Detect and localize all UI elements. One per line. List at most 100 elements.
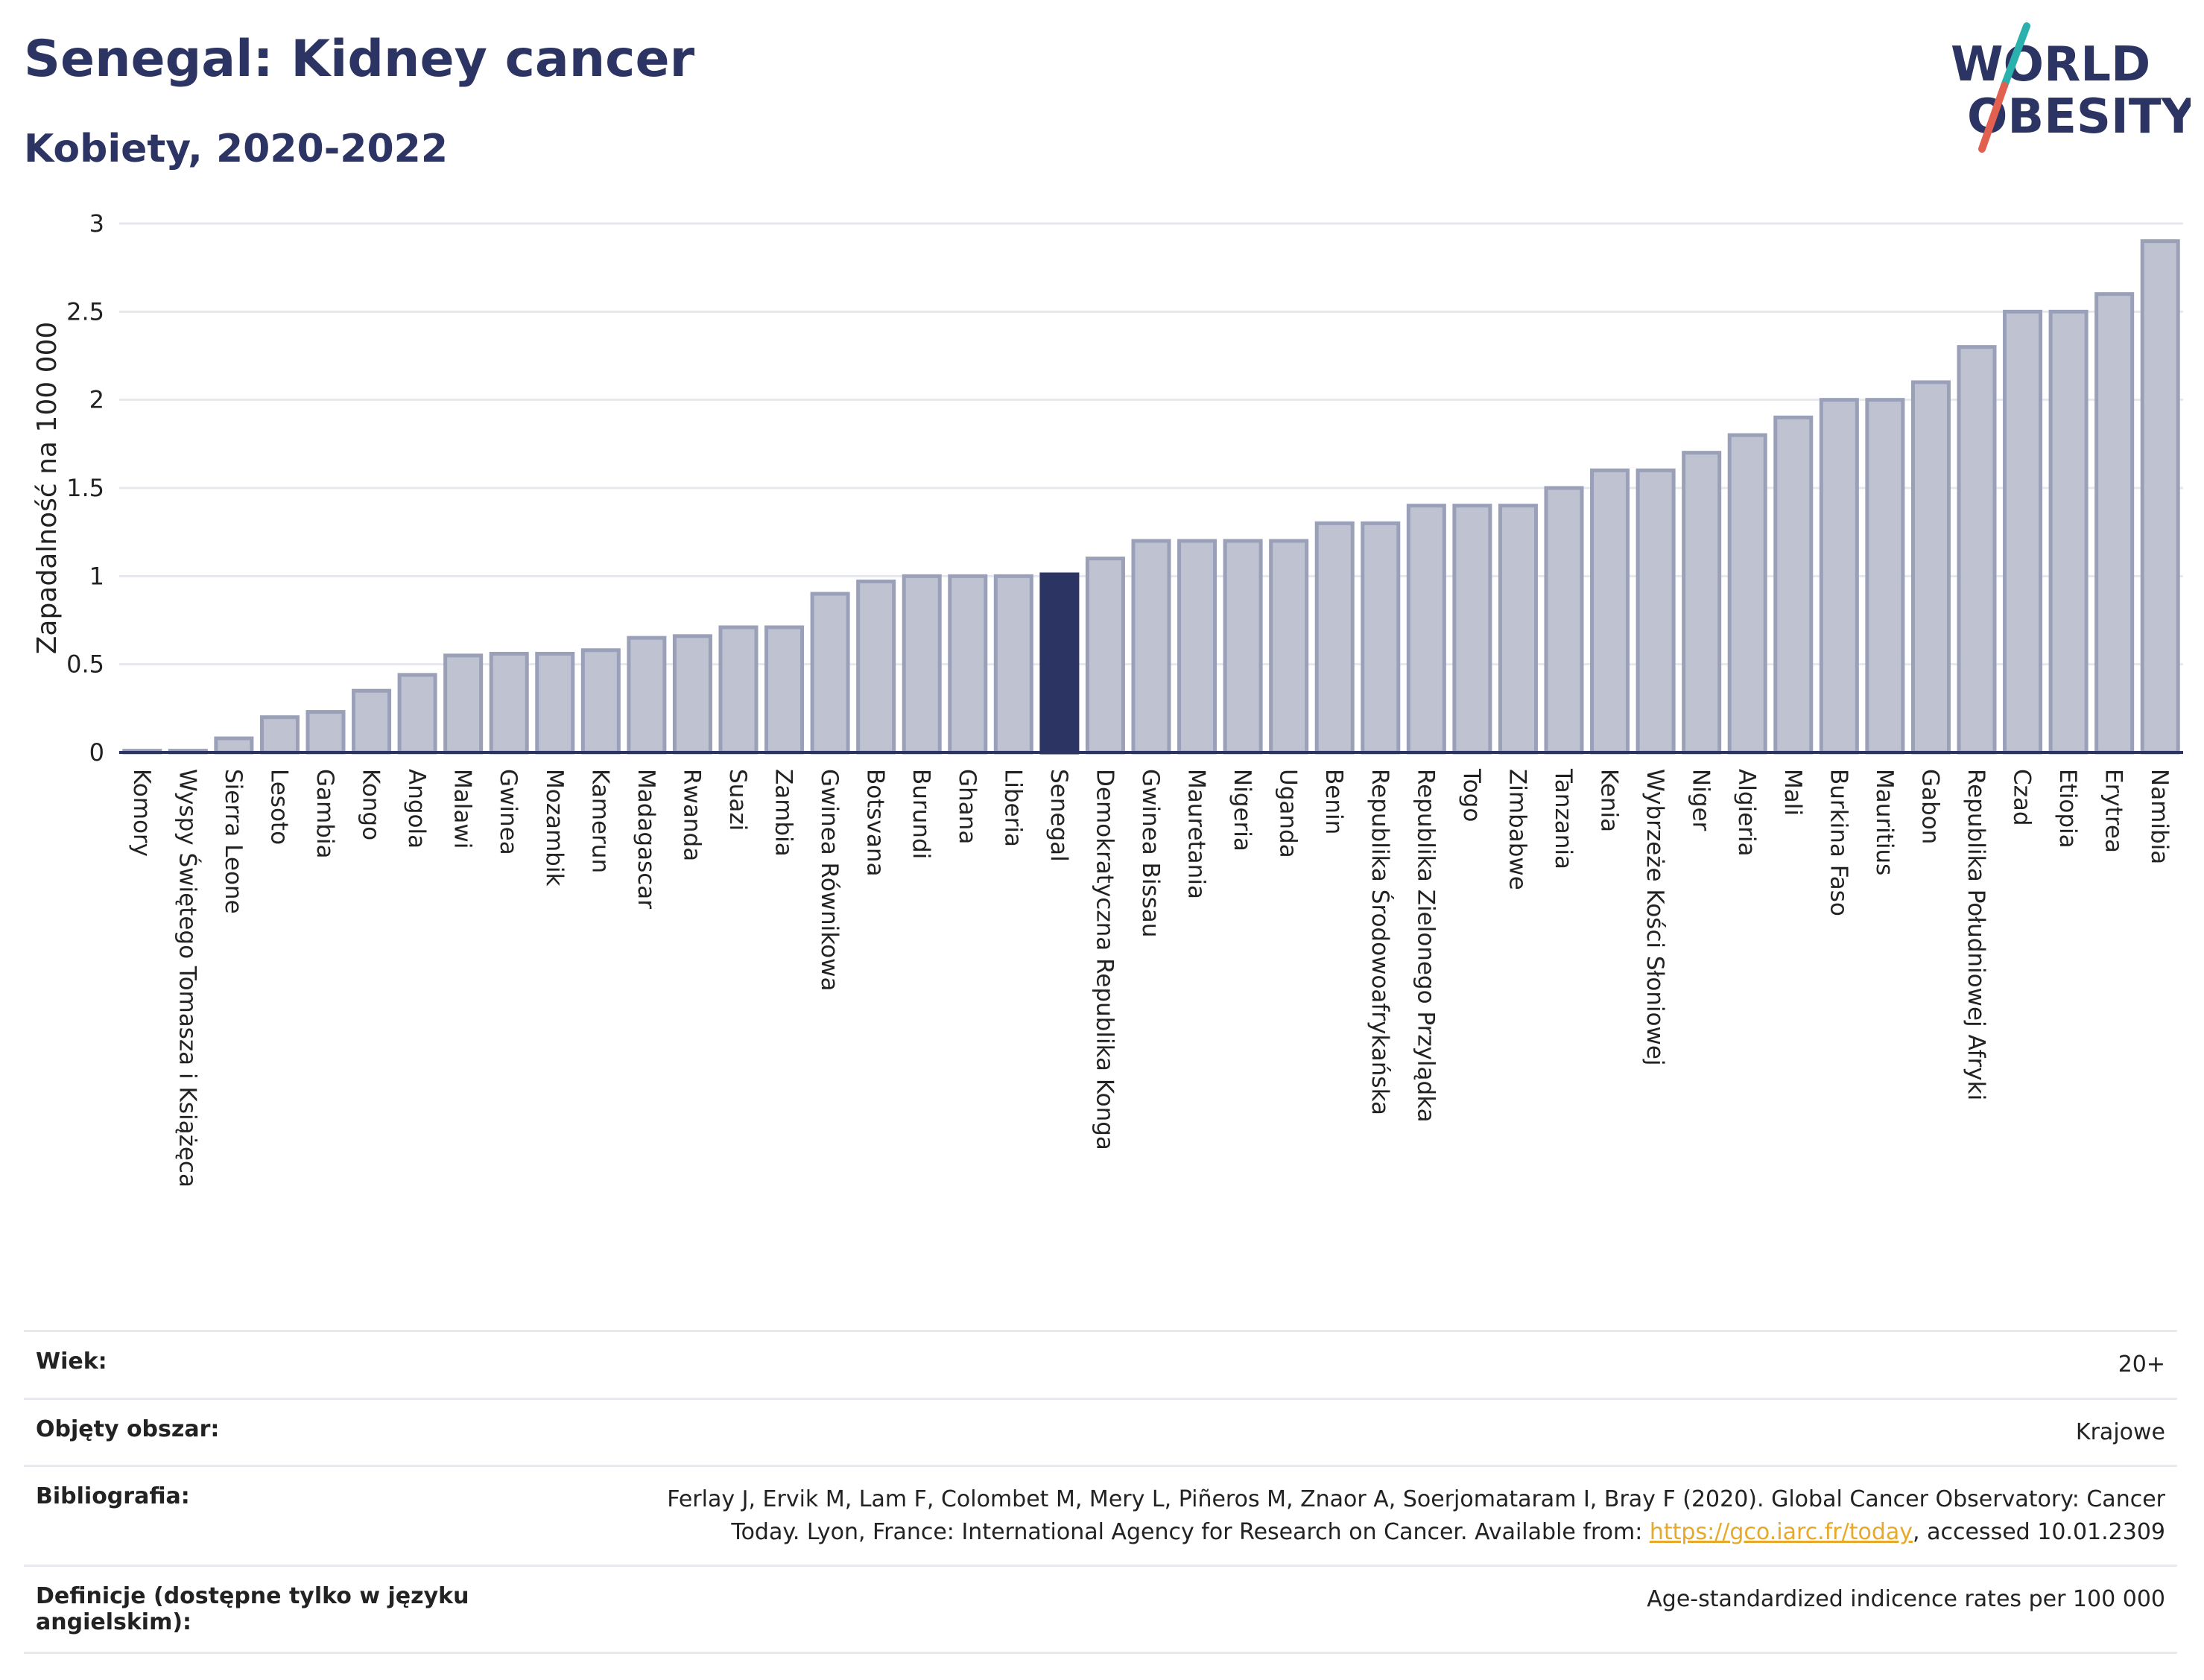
x-tick-label: Suazi (724, 769, 751, 831)
bar (1269, 539, 1309, 755)
bar (1223, 539, 1263, 755)
bar (1819, 398, 1859, 755)
bar (214, 736, 254, 755)
bibliography-link[interactable]: https://gco.iarc.fr/today (1649, 1518, 1913, 1545)
x-tick-label: Togo (1458, 768, 1485, 822)
x-tick-label: Burundi (908, 769, 934, 859)
x-tick-label: Tanzania (1550, 768, 1577, 869)
x-tick-label: Rwanda (678, 769, 705, 861)
x-tick-label: Namibia (2146, 769, 2173, 864)
bar (1177, 539, 1217, 755)
bar (397, 673, 437, 755)
info-val-age: 20+ (2118, 1351, 2165, 1378)
x-tick-label: Gambia (311, 769, 338, 859)
info-row-age: Wiek: 20+ (24, 1330, 2177, 1398)
x-tick-label: Mauritius (1871, 769, 1898, 875)
bar (672, 634, 712, 755)
x-tick-label: Malawi (449, 769, 476, 849)
y-tick-label: 2.5 (66, 297, 104, 326)
x-tick-label: Wybrzeże Kości Słoniowej (1641, 769, 1668, 1066)
bar-chart: 0 0.5 1 1.5 2 2.5 3 Zapadalność na 100 000 Komor… (32, 209, 2183, 1188)
x-tick-label: Etiopia (2054, 769, 2081, 849)
x-tick-label: Kongo (358, 769, 384, 840)
world-obesity-logo: WORLD OBESITY (1951, 22, 2191, 153)
info-key-age: Wiek: (36, 1348, 107, 1375)
info-val-bibliography: Ferlay J, Ervik M, Lam F, Colombet M, Me… (667, 1483, 2165, 1548)
x-tick-label: Kenia (1596, 769, 1623, 832)
bar (305, 710, 346, 755)
x-tick-label: Republika Południowej Afryki (1963, 769, 1989, 1100)
x-tick-label: Zambia (770, 769, 797, 857)
bar (1865, 398, 1905, 755)
info-val-area: Krajowe (2075, 1419, 2165, 1445)
x-tick-label: Republika Środowoafrykańska (1367, 769, 1394, 1115)
chart-title: Senegal: Kidney cancer (24, 30, 695, 89)
info-row-definitions: Definicje (dostępne tylko w języku angie… (24, 1565, 2177, 1654)
info-row-area: Objęty obszar: Krajowe (24, 1397, 2177, 1465)
info-key-definitions: Definicje (dostępne tylko w języku angie… (36, 1583, 469, 1635)
bar (352, 688, 392, 755)
x-tick-label: Gwinea (495, 769, 522, 855)
x-tick-label: Gwinea Równikowa (816, 769, 843, 991)
x-tick-label: Ghana (954, 769, 981, 844)
x-tick-label: Czad (2009, 769, 2036, 826)
x-tick-label: Zimbabwe (1504, 769, 1530, 890)
x-tick-label: Burkina Faso (1825, 769, 1852, 916)
bar (902, 574, 942, 755)
bar (1131, 539, 1171, 755)
x-tick-label: Mali (1779, 769, 1806, 816)
y-tick-label: 0.5 (66, 650, 104, 679)
bar (810, 592, 850, 755)
bar (1498, 504, 1538, 755)
logo-line2: OBESITY (1967, 89, 2191, 145)
y-tick-label: 3 (89, 209, 104, 238)
bar (259, 715, 300, 755)
bar (535, 651, 575, 755)
bar (1314, 521, 1355, 755)
bar (580, 648, 621, 755)
x-tick-label: Angola (403, 769, 430, 849)
x-tick-label: Senegal (1045, 769, 1072, 862)
bar (1544, 486, 1584, 755)
logo-line1: WORLD (1951, 37, 2150, 92)
x-tick-label: Gwinea Bissau (1137, 769, 1164, 937)
x-tick-label: Madagascar (633, 769, 659, 909)
x-tick-label: Gabon (1916, 769, 1943, 844)
x-tick-label: Lesoto (265, 769, 292, 845)
bar (1590, 468, 1630, 755)
x-tick-label: Uganda (1275, 769, 1302, 858)
info-row-bibliography: Bibliografia: Ferlay J, Ervik M, Lam F, … (24, 1465, 2177, 1565)
info-val-definitions: Age-standardized indicence rates per 100… (1647, 1586, 2165, 1612)
info-key-bibliography: Bibliografia: (36, 1483, 190, 1509)
bar (764, 625, 805, 755)
bibliography-line2-post: , accessed 10.01.2309 (1913, 1518, 2165, 1545)
bibliography-line1: Ferlay J, Ervik M, Lam F, Colombet M, Me… (667, 1486, 2165, 1512)
y-tick-label: 0 (89, 738, 104, 767)
info-table: Wiek: 20+ Objęty obszar: Krajowe Bibliog… (24, 1330, 2177, 1654)
y-tick-label: 1.5 (66, 474, 104, 502)
bar (1682, 451, 1722, 755)
bar (1039, 572, 1080, 755)
bar (1727, 433, 1767, 755)
x-tick-label: Algieria (1733, 769, 1760, 857)
bar (2003, 309, 2043, 755)
bar (948, 574, 988, 755)
bar (489, 651, 529, 755)
bar (1406, 504, 1446, 755)
x-tick-label: Sierra Leone (220, 769, 247, 914)
x-tick-label: Botsvana (862, 769, 889, 877)
x-tick-label: Benin (1320, 769, 1347, 834)
bar (1635, 468, 1676, 755)
x-tick-label: Niger (1688, 769, 1714, 831)
bar (2094, 292, 2135, 755)
chart-subtitle: Kobiety, 2020-2022 (24, 127, 449, 171)
bar (1773, 415, 1814, 755)
y-tick-label: 1 (89, 562, 104, 590)
bar (627, 635, 667, 755)
bar (2048, 309, 2089, 755)
bar (1085, 557, 1125, 755)
x-tick-label: Mauretania (1183, 769, 1210, 899)
y-tick-label: 2 (89, 386, 104, 414)
bibliography-line2-pre: Today. Lyon, France: International Agenc… (731, 1518, 1650, 1545)
bar (443, 653, 484, 755)
